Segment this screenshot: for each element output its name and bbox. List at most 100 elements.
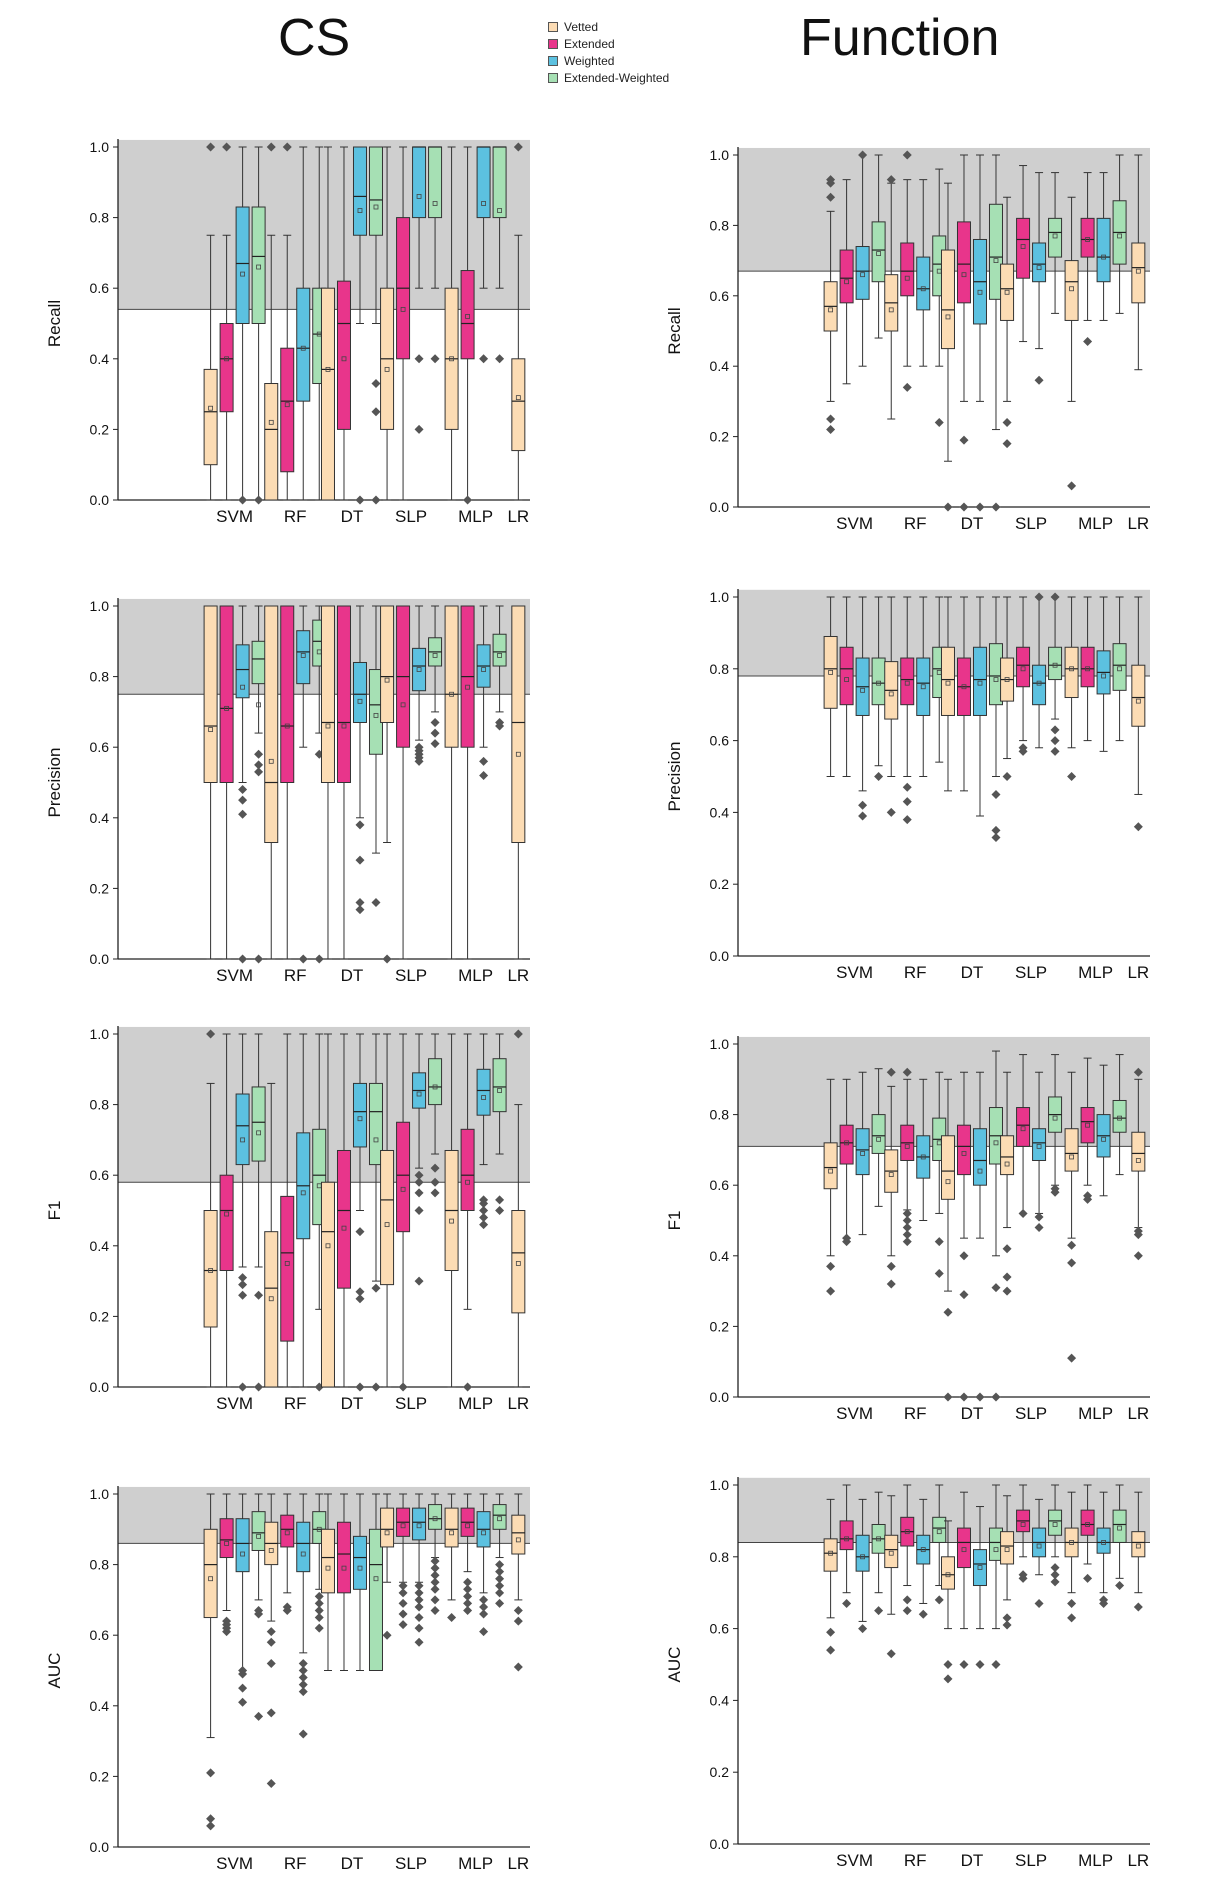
outlier-point	[991, 789, 1001, 799]
mean-marker	[860, 272, 866, 278]
box-svm-extended-weighted	[251, 1493, 266, 1721]
outlier-point	[430, 1595, 440, 1605]
outlier-point	[826, 192, 836, 202]
box-body	[320, 1528, 335, 1594]
box-body	[476, 1068, 491, 1116]
box-slp-vetted	[1000, 1071, 1015, 1296]
outlier-point	[430, 1605, 440, 1615]
category-label: RF	[904, 1851, 927, 1870]
mean-marker	[208, 727, 214, 732]
outlier-point	[430, 1570, 440, 1580]
box-slp-weighted	[1032, 1498, 1047, 1608]
mean-marker	[284, 1261, 290, 1266]
outlier-point	[495, 1206, 505, 1215]
legend-label: Extended-Weighted	[564, 70, 670, 85]
box-body	[203, 605, 218, 783]
mean-marker	[920, 286, 926, 292]
mean-marker	[465, 1179, 470, 1185]
mean-marker	[1135, 1158, 1141, 1163]
box-body	[1064, 1128, 1079, 1172]
outlier-point	[1083, 1573, 1093, 1583]
mean-marker	[208, 405, 214, 411]
box-body	[511, 605, 526, 844]
category-label: SVM	[216, 966, 253, 985]
box-body	[219, 605, 234, 783]
outlier-point	[918, 1609, 928, 1619]
mean-marker	[876, 1536, 882, 1542]
box-mlp-vetted	[1064, 1491, 1079, 1623]
box-dt-extended-weighted	[368, 605, 383, 908]
box-mlp-weighted	[476, 1033, 491, 1230]
box-mlp-extended	[1080, 596, 1095, 742]
box-slp-extended-weighted	[1048, 172, 1063, 314]
y-tick-label: 0.6	[90, 1627, 110, 1643]
outlier-point	[1067, 1598, 1077, 1608]
mean-marker	[888, 691, 894, 697]
outlier-point	[298, 1729, 308, 1739]
outlier-point	[355, 1227, 365, 1237]
outlier-point	[886, 1067, 896, 1077]
mean-marker	[1052, 1115, 1058, 1121]
outlier-point	[298, 1666, 308, 1675]
outlier-point	[463, 1598, 473, 1608]
y-axis-label: Recall	[665, 307, 684, 354]
box-rf-extended	[280, 1493, 295, 1615]
category-label: SVM	[836, 1404, 873, 1423]
box-mlp-weighted	[1096, 172, 1111, 321]
outlier-point	[959, 502, 969, 512]
box-body	[203, 368, 218, 466]
mean-marker	[325, 1243, 331, 1249]
y-tick-label: 0.6	[710, 1177, 730, 1193]
outlier-point	[282, 1605, 292, 1615]
box-body	[320, 287, 335, 501]
mean-marker	[844, 677, 850, 682]
mean-marker	[224, 705, 230, 711]
box-svm-extended-weighted	[871, 154, 886, 339]
box-body	[511, 358, 526, 452]
outlier-point	[238, 795, 248, 805]
outlier-point	[826, 425, 836, 435]
outlier-point	[398, 1609, 408, 1619]
mean-marker	[341, 1565, 347, 1571]
outlier-point	[398, 1382, 408, 1392]
mean-marker	[481, 1095, 486, 1100]
y-tick-label: 0.8	[90, 1557, 110, 1573]
category-label: DT	[341, 507, 364, 526]
legend-label: Weighted	[564, 53, 615, 68]
outlier-point	[991, 1283, 1001, 1293]
outlier-point	[959, 1660, 969, 1669]
outlier-point	[298, 1673, 308, 1683]
box-svm-extended	[219, 605, 234, 960]
y-tick-label: 0.0	[710, 1389, 730, 1405]
outlier-point	[414, 1170, 424, 1180]
outlier-point	[430, 354, 440, 364]
outlier-point	[479, 1627, 489, 1637]
box-slp-vetted	[380, 605, 395, 964]
y-tick-label: 0.6	[710, 733, 730, 749]
mean-marker	[515, 1537, 521, 1543]
mean-marker	[1117, 1525, 1122, 1531]
box-body	[235, 644, 250, 699]
chart-cs-f1: 0.0 0.2 0.4 0.6 0.8 1.0 F1 SVM RF DT SLP MLP LR	[45, 1026, 530, 1413]
box-rf-extended	[280, 605, 295, 960]
mean-marker	[300, 1190, 306, 1196]
outlier-point	[238, 1273, 248, 1283]
box-body	[203, 1528, 218, 1619]
mean-marker	[224, 1211, 230, 1217]
box-rf-vetted	[264, 1493, 279, 1788]
y-tick-label: 0.2	[710, 429, 730, 445]
y-tick-label: 0.4	[90, 1238, 110, 1254]
mean-marker	[224, 356, 230, 362]
box-dt-weighted	[972, 596, 987, 817]
legend-item-extended-weighted: Extended-Weighted	[548, 69, 669, 86]
box-body	[839, 249, 854, 304]
outlier-point	[355, 1294, 365, 1304]
outlier-point	[414, 1177, 424, 1187]
box-rf-vetted	[264, 142, 279, 501]
outlier-point	[1050, 592, 1060, 602]
y-tick-label: 1.0	[710, 1477, 730, 1493]
outlier-point	[513, 1662, 523, 1672]
outlier-point	[238, 809, 248, 819]
box-body	[916, 256, 931, 311]
box-dt-weighted	[972, 1071, 987, 1402]
